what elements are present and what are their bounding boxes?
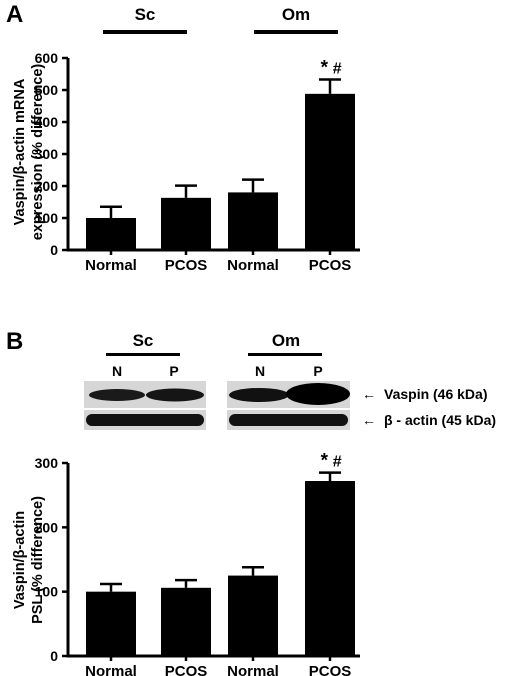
panel-letter-b: B [6,328,23,355]
x-tick-label: PCOS [309,257,352,274]
group-bracket-sc [103,30,187,34]
bar [305,93,355,250]
y-tick-label: 0 [50,648,58,664]
bar [161,197,211,250]
arrow-vaspin-icon: ← [362,386,376,402]
bar [86,591,136,656]
x-tick-label: PCOS [165,257,208,274]
y-tick-label: 0 [50,242,58,258]
blot-band-label-vaspin: Vaspin (46 kDa) [384,386,488,402]
y-tick-label: 100 [35,584,59,600]
bar [305,481,355,656]
bar-plot-b: 0 100 200 300 Normal PCOS Normal PCOS * # [35,451,360,676]
y-tick-label: 600 [35,50,59,66]
panel-a: A Sc Om Vaspin/β-actin mRNA expression (… [6,1,360,274]
y-axis-label-b-line2: PSL (% difference) [30,496,46,624]
arrow-actin-icon: ← [362,412,376,428]
lane-label-om-p: P [313,363,322,379]
x-tick-label: PCOS [165,663,208,676]
group-label-sc: Sc [135,5,156,24]
x-tick-label: Normal [85,257,137,274]
panel-letter-a: A [6,1,23,28]
y-tick-label: 200 [35,178,59,194]
band-vaspin-om-n [229,388,289,402]
blot-bracket-sc [106,353,180,356]
lane-label-om-n: N [255,363,265,379]
group-label-om: Om [282,5,310,24]
x-tick-label: PCOS [309,663,352,676]
western-blot: Sc Om N P N P ← Vaspin (46 kDa) ← β [84,331,496,430]
significance-label: * # [321,57,342,78]
lane-label-sc-p: P [169,363,178,379]
y-tick-label: 500 [35,82,59,98]
blot-group-label-om: Om [272,331,300,350]
bar [86,218,136,250]
blot-band-label-actin: β - actin (45 kDa) [384,412,496,428]
x-tick-label: Normal [85,663,137,676]
y-axis-label-line1: Vaspin/β-actin mRNA [12,78,28,225]
band-actin-om [229,414,348,426]
x-tick-label: Normal [227,257,279,274]
band-vaspin-sc-p [146,388,204,402]
band-vaspin-om-p [286,383,350,405]
band-actin-sc [86,414,204,426]
group-bracket-om [254,30,338,34]
band-vaspin-sc-n [89,389,145,401]
y-tick-label: 300 [35,146,59,162]
y-tick-label: 300 [35,455,59,471]
y-tick-label: 400 [35,114,59,130]
panel-b: B Sc Om N P N P ← Vaspin (46 kD [6,328,496,676]
bar [161,587,211,656]
y-tick-label: 200 [35,519,59,535]
bar [228,192,278,250]
blot-bracket-om [248,353,322,356]
significance-label: * # [321,451,342,472]
x-tick-label: Normal [227,663,279,676]
y-tick-label: 100 [35,210,59,226]
lane-label-sc-n: N [112,363,122,379]
bar [228,575,278,656]
bar-plot-a: 0 100 200 300 400 500 600 Normal PCOS Normal PCOS *… [35,50,360,274]
blot-group-label-sc: Sc [133,331,154,350]
y-axis-label-b-line1: Vaspin/β-actin [12,511,28,609]
y-axis-label-line2: expression (% difference) [30,64,46,241]
